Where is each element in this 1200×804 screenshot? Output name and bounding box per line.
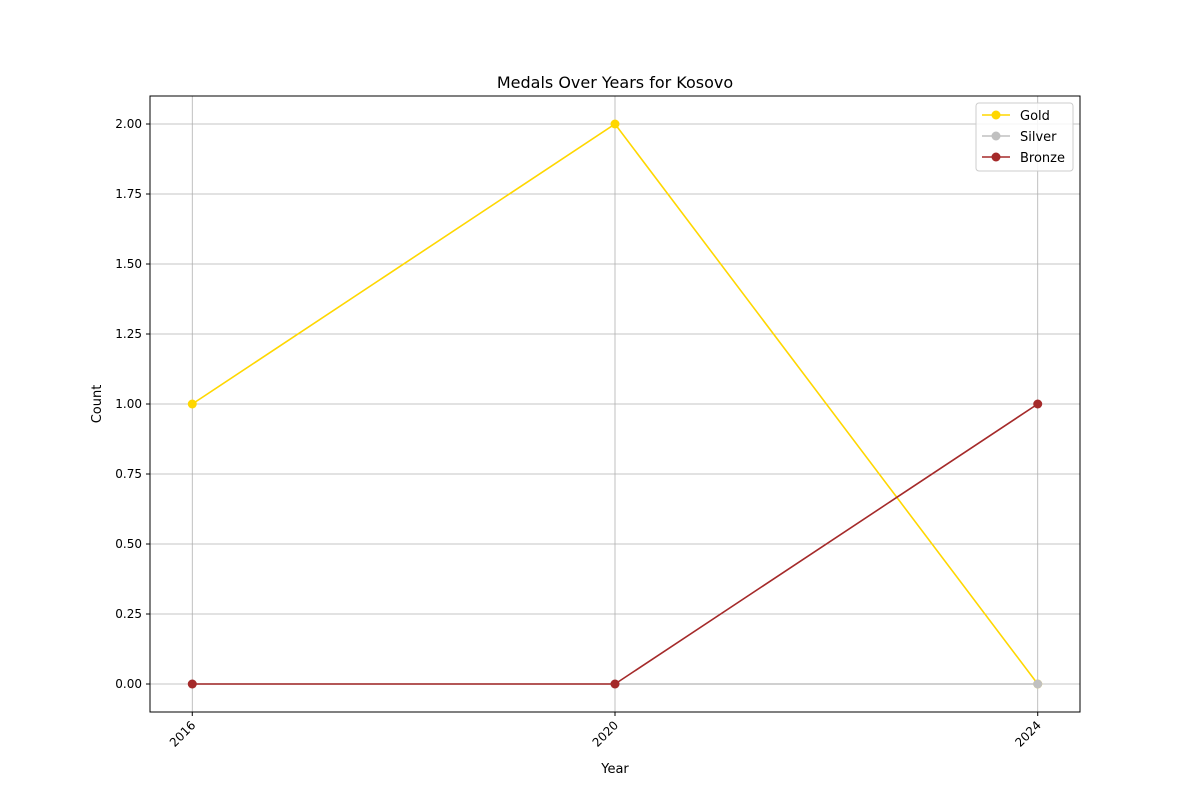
axis-ticks: 0.00 0.25 0.50 0.75 1.00 1.25 1.50 1.75 2.00 2016… (115, 117, 1044, 750)
data-point-bronze (610, 679, 620, 689)
legend-marker-silver (991, 131, 1001, 141)
x-tick-label: 2024 (1012, 718, 1043, 749)
legend-marker-bronze (991, 152, 1001, 162)
data-point-silver (1033, 679, 1043, 689)
y-tick-label: 1.00 (115, 397, 142, 411)
y-tick-label: 0.75 (115, 467, 142, 481)
y-tick-label: 0.25 (115, 607, 142, 621)
y-tick-label: 0.00 (115, 677, 142, 691)
y-axis-label: Count (90, 385, 105, 424)
legend-box (975, 102, 1074, 172)
data-point-gold (187, 399, 197, 409)
data-point-bronze (1033, 399, 1043, 409)
legend-marker-gold (991, 110, 1001, 120)
x-axis-label: Year (600, 762, 629, 777)
legend-label-silver: Silver (1020, 130, 1057, 145)
y-tick-label: 1.25 (115, 327, 142, 341)
legend: Gold Silver Bronze (975, 102, 1074, 172)
data-point-gold (610, 119, 620, 129)
series-layer (187, 119, 1043, 689)
x-tick-label: 2020 (590, 718, 621, 749)
legend-label-bronze: Bronze (1020, 151, 1065, 166)
y-tick-label: 2.00 (115, 117, 142, 131)
chart-title: Medals Over Years for Kosovo (497, 73, 733, 92)
x-tick-label: 2016 (167, 718, 198, 749)
y-tick-label: 1.75 (115, 187, 142, 201)
y-tick-label: 0.50 (115, 537, 142, 551)
data-point-bronze (187, 679, 197, 689)
grid (150, 96, 1080, 712)
legend-label-gold: Gold (1020, 109, 1050, 124)
y-tick-label: 1.50 (115, 257, 142, 271)
